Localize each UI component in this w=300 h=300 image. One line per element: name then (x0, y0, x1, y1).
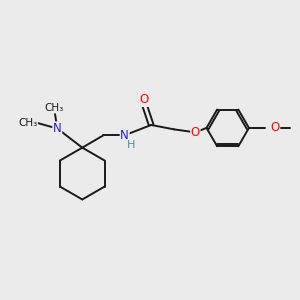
Text: CH₃: CH₃ (18, 118, 38, 128)
Text: CH₃: CH₃ (45, 103, 64, 113)
Text: H: H (127, 140, 135, 150)
Text: N: N (120, 129, 129, 142)
Text: N: N (53, 122, 62, 135)
Text: O: O (191, 126, 200, 139)
Text: O: O (270, 122, 279, 134)
Text: O: O (139, 93, 148, 106)
